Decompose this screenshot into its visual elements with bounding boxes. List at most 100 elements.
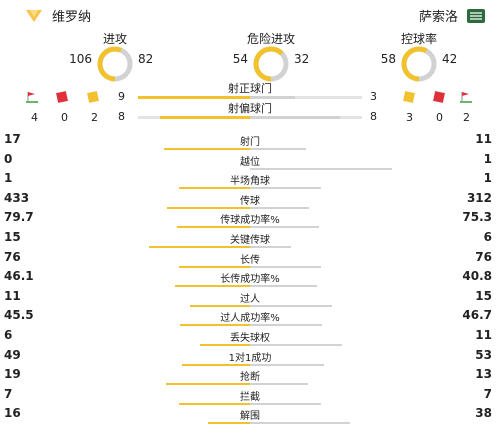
donut-home-arc <box>253 46 289 82</box>
donut-away-value: 82 <box>138 52 154 66</box>
stat-away-bar <box>250 187 321 190</box>
stat-label: 射门 <box>240 137 260 148</box>
corner-flag-icon <box>460 92 472 103</box>
away-team: 萨索洛 <box>419 6 486 25</box>
stat-away-value: 1 <box>483 171 492 186</box>
yellow-card-icon <box>87 91 99 103</box>
stat-home-value: 11 <box>4 288 21 303</box>
stat-home-value: 7 <box>4 386 13 401</box>
stat-away-bar <box>250 383 308 386</box>
home-corners-value: 4 <box>31 111 38 124</box>
stat-label: 长传成功率% <box>220 274 280 286</box>
stat-label: 过人成功率% <box>220 313 280 325</box>
stat-row: 433 传球 312 <box>0 191 500 211</box>
stat-label: 传球 <box>240 195 260 207</box>
stat-label: 传球成功率% <box>220 215 280 227</box>
stat-label: 长传 <box>240 254 260 266</box>
donut-away-value: 32 <box>294 52 310 66</box>
donut-home-arc <box>401 46 437 82</box>
donut-chart <box>253 46 289 82</box>
stat-row: 1 半场角球 1 <box>0 171 500 191</box>
stat-home-bar <box>179 265 250 268</box>
stat-home-value: 6 <box>4 328 13 342</box>
away-team-name: 萨索洛 <box>418 10 458 25</box>
red-card-icon <box>56 91 68 103</box>
shots-off-away-value: 8 <box>370 110 377 123</box>
stat-row: 15 关键传球 6 <box>0 230 500 250</box>
donut-title: 控球率 <box>400 32 437 46</box>
stat-row: 49 1对1成功 53 <box>0 348 500 368</box>
stat-row: 19 抢断 13 <box>0 367 500 387</box>
stat-home-value: 76 <box>4 249 21 264</box>
stat-label: 半场角球 <box>230 176 270 188</box>
stat-away-bar <box>250 148 306 150</box>
donut-title: 进攻 <box>102 32 127 46</box>
stat-home-bar <box>148 246 250 248</box>
home-red-cards-value: 0 <box>61 111 68 124</box>
shots-off-home-value: 8 <box>118 110 125 123</box>
donut-stat: 进攻 106 82 <box>40 30 190 82</box>
stat-home-value: 17 <box>4 132 21 146</box>
stat-row: 46.1 长传成功率% 40.8 <box>0 269 500 289</box>
stat-row: 7 拦截 7 <box>0 387 500 407</box>
stat-row: 0 越位 1 <box>0 152 500 172</box>
stat-home-bar <box>167 206 250 209</box>
stat-away-value: 75.3 <box>462 210 492 225</box>
stat-home-bar <box>179 187 250 190</box>
stat-home-bar <box>174 285 250 288</box>
donut-title: 危险进攻 <box>246 32 295 46</box>
stat-home-bar <box>163 148 250 150</box>
donut-home-arc <box>97 46 133 82</box>
stat-home-value: 45.5 <box>4 308 34 323</box>
stat-away-value: 40.8 <box>462 269 492 284</box>
verona-logo-icon <box>26 9 42 22</box>
stat-away-bar <box>250 285 317 288</box>
corner-flag-icon <box>26 92 38 103</box>
stat-away-bar <box>250 344 342 346</box>
stat-home-bar <box>176 226 250 229</box>
stat-row: 79.7 传球成功率% 75.3 <box>0 210 500 230</box>
stat-away-value: 7 <box>483 386 492 401</box>
donut-stat: 控球率 58 42 <box>344 30 494 82</box>
stat-home-value: 49 <box>4 347 21 362</box>
stat-away-value: 76 <box>475 249 492 264</box>
stat-row: 16 解围 38 <box>0 406 500 426</box>
shots-on-home-value: 9 <box>118 90 125 103</box>
donut-home-value: 106 <box>69 52 92 66</box>
stat-away-bar <box>250 246 291 248</box>
donut-home-value: 58 <box>380 52 396 66</box>
stat-away-value: 6 <box>483 230 492 244</box>
home-yellow-cards-value: 2 <box>91 111 98 124</box>
donut-away-value: 42 <box>442 52 458 66</box>
stat-home-value: 433 <box>4 190 30 205</box>
stat-row: 6 丢失球权 11 <box>0 328 500 348</box>
sassuolo-logo-icon <box>467 8 485 23</box>
stat-away-bar <box>250 206 310 209</box>
home-team-name: 维罗纳 <box>52 10 92 25</box>
shots-on-away-value: 3 <box>370 90 377 103</box>
donut-chart <box>97 46 133 82</box>
stat-away-value: 11 <box>475 132 492 146</box>
stat-away-bar <box>250 324 322 327</box>
stat-away-value: 53 <box>475 347 492 362</box>
shots-off-label: 射偏球门 <box>228 102 272 115</box>
donut-stat: 危险进攻 54 32 <box>196 30 346 82</box>
stat-home-bar <box>165 383 250 386</box>
stat-away-bar <box>250 167 392 170</box>
shots-off-home-fill <box>160 116 250 119</box>
stat-row: 17 射门 11 <box>0 132 500 152</box>
stat-away-bar <box>250 226 319 229</box>
stat-home-bar <box>199 344 250 346</box>
stat-away-value: 312 <box>466 190 492 205</box>
stat-home-value: 16 <box>4 406 21 421</box>
stat-home-bar <box>189 304 250 307</box>
stat-label: 丢失球权 <box>230 333 270 344</box>
shots-off-away-fill <box>250 116 340 119</box>
shots-on-home-fill <box>138 96 250 99</box>
shots-off-bar <box>138 116 362 119</box>
stat-away-value: 46.7 <box>462 308 492 323</box>
stat-label: 抢断 <box>240 372 260 384</box>
stat-away-bar <box>250 304 332 307</box>
away-yellow-cards-value: 3 <box>406 111 413 124</box>
stat-row: 76 长传 76 <box>0 250 500 270</box>
